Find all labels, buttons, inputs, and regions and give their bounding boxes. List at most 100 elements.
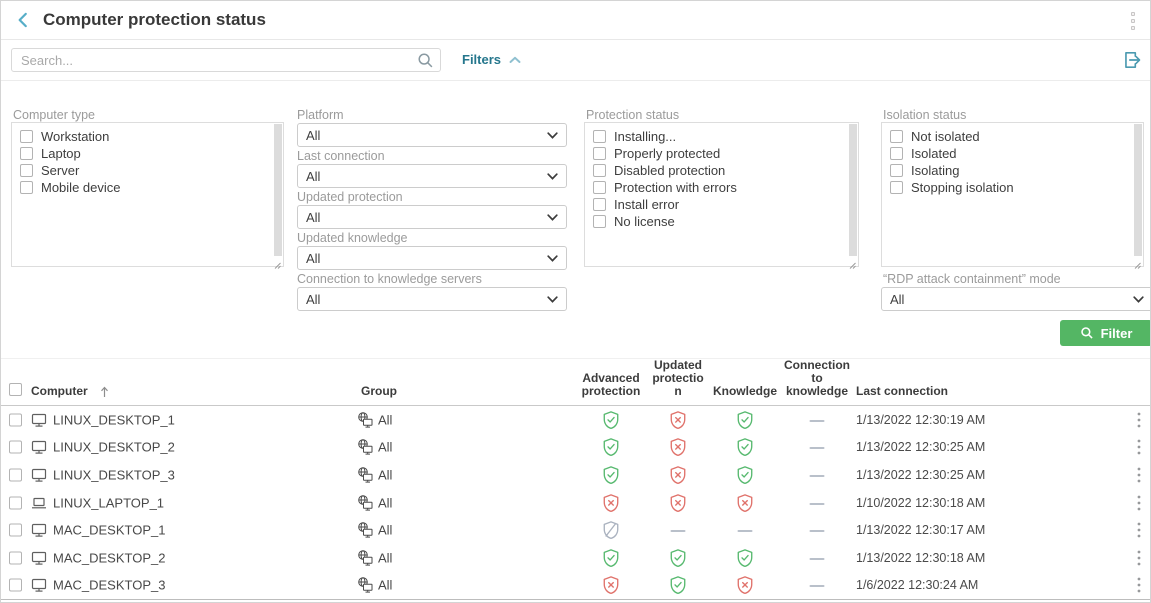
table-row[interactable]: MAC_DESKTOP_3 All 1/6/2022 12:30:24 AM [1,571,1150,600]
checkbox[interactable] [890,181,903,194]
group-icon [357,577,374,594]
desktop-icon [31,467,47,482]
table-row[interactable]: LINUX_DESKTOP_1 All 1/13/2022 12:30:19 AM [1,406,1150,434]
header-menu-icon[interactable] [1129,12,1137,30]
group-name: All [378,439,393,455]
back-button[interactable] [13,10,33,30]
last-connection-select[interactable]: All [297,164,567,188]
updated-protection-select[interactable]: All [297,205,567,229]
filter-option-server[interactable]: Server [12,162,283,179]
filter-option-isolated[interactable]: Isolated [882,145,1143,162]
sort-ascending-icon[interactable] [100,386,109,398]
group-icon [357,466,374,483]
column-header-advanced-protection[interactable]: Advanced protection [581,371,641,398]
search-icon[interactable] [417,52,434,74]
checkbox-label: Protection with errors [614,180,737,195]
row-checkbox[interactable] [9,413,22,427]
filter-option-install-error[interactable]: Install error [585,196,858,213]
checkbox[interactable] [593,181,606,194]
computer-name[interactable]: LINUX_DESKTOP_1 [53,412,175,428]
checkbox[interactable] [593,130,606,143]
column-header-group[interactable]: Group [361,384,397,398]
checkbox[interactable] [20,164,33,177]
column-header-updated-protection[interactable]: Updated protectio n [652,358,704,398]
row-checkbox[interactable] [9,468,22,482]
group-icon [357,411,374,428]
table-row[interactable]: LINUX_LAPTOP_1 All 1/10/2022 12:30:18 AM [1,488,1150,517]
checkbox[interactable] [890,130,903,143]
checkbox[interactable] [890,164,903,177]
checkbox[interactable] [20,181,33,194]
row-checkbox[interactable] [9,523,22,537]
row-menu-icon[interactable] [1137,522,1141,539]
platform-select[interactable]: All [297,123,567,147]
select-all-checkbox[interactable] [9,383,22,396]
computer-name[interactable]: MAC_DESKTOP_2 [53,550,166,566]
checkbox[interactable] [593,147,606,160]
row-checkbox[interactable] [9,578,22,592]
checkbox[interactable] [593,164,606,177]
checkbox[interactable] [20,147,33,160]
filter-option-stopping-isolation[interactable]: Stopping isolation [882,179,1143,196]
table-bottom-border [1,599,1150,600]
column-header-knowledge[interactable]: Knowledge [712,384,777,398]
filter-button[interactable]: Filter [1060,320,1150,346]
filter-option-not-isolated[interactable]: Not isolated [882,128,1143,145]
checkbox[interactable] [890,147,903,160]
computer-name[interactable]: LINUX_DESKTOP_2 [53,439,175,455]
chevron-down-icon [547,213,558,221]
advanced-protection-status-error-icon [603,576,620,595]
column-header-connection-to-knowledge[interactable]: Connection to knowledge [784,358,850,398]
filter-option-protection-with-errors[interactable]: Protection with errors [585,179,858,196]
filter-option-disabled-protection[interactable]: Disabled protection [585,162,858,179]
row-checkbox[interactable] [9,551,22,565]
computer-name[interactable]: MAC_DESKTOP_3 [53,577,166,593]
scrollbar[interactable] [274,124,282,265]
row-menu-icon[interactable] [1137,439,1141,456]
column-header-last-connection[interactable]: Last connection [856,384,949,398]
row-checkbox[interactable] [9,496,22,510]
resize-handle-icon[interactable] [848,256,857,269]
row-menu-icon[interactable] [1137,494,1141,511]
computer-name[interactable]: MAC_DESKTOP_1 [53,522,166,538]
row-menu-icon[interactable] [1137,577,1141,594]
checkbox[interactable] [593,215,606,228]
scrollbar[interactable] [849,124,857,265]
checkbox[interactable] [593,198,606,211]
computer-name[interactable]: LINUX_LAPTOP_1 [53,495,165,511]
computer-name[interactable]: LINUX_DESKTOP_3 [53,467,175,483]
row-menu-icon[interactable] [1137,549,1141,566]
rdp-attack-containment-select[interactable]: All [881,287,1150,311]
table-row[interactable]: MAC_DESKTOP_2 All 1/13/2022 12:30:18 AM [1,543,1150,572]
filter-option-mobile-device[interactable]: Mobile device [12,179,283,196]
updated-protection-status-ok-icon [670,576,687,595]
connection-to-knowledge-servers-select[interactable]: All [297,287,567,311]
filter-option-workstation[interactable]: Workstation [12,128,283,145]
row-checkbox[interactable] [9,440,22,454]
row-menu-icon[interactable] [1137,411,1141,428]
filter-option-laptop[interactable]: Laptop [12,145,283,162]
table-row[interactable]: MAC_DESKTOP_1 All 1/13/2022 12:30:17 AM [1,516,1150,544]
checkbox-label: Installing... [614,129,677,144]
filter-option-isolating[interactable]: Isolating [882,162,1143,179]
filters-toggle[interactable]: Filters [462,52,521,67]
table-row[interactable]: LINUX_DESKTOP_2 All 1/13/2022 12:30:25 AM [1,433,1150,462]
row-menu-icon[interactable] [1137,466,1141,483]
filter-option-installing[interactable]: Installing... [585,128,858,145]
resize-handle-icon[interactable] [273,256,282,269]
export-icon[interactable] [1121,49,1143,71]
filter-option-properly-protected[interactable]: Properly protected [585,145,858,162]
updated-knowledge-select[interactable]: All [297,246,567,270]
table-row[interactable]: LINUX_DESKTOP_3 All 1/13/2022 12:30:25 AM [1,461,1150,489]
scrollbar[interactable] [1134,124,1142,265]
resize-handle-icon[interactable] [1133,256,1142,269]
search-input[interactable] [12,49,440,71]
rdp-attack-containment-label: “RDP attack containment” mode [883,272,1061,286]
column-header-computer[interactable]: Computer [31,385,109,398]
filter-option-no-license[interactable]: No license [585,213,858,230]
checkbox-label: Laptop [41,146,81,161]
checkbox-label: No license [614,214,675,229]
checkbox[interactable] [20,130,33,143]
select-filters-column: Platform All Last connection All Updated pro… [297,108,567,313]
protection-status-label: Protection status [586,108,680,122]
